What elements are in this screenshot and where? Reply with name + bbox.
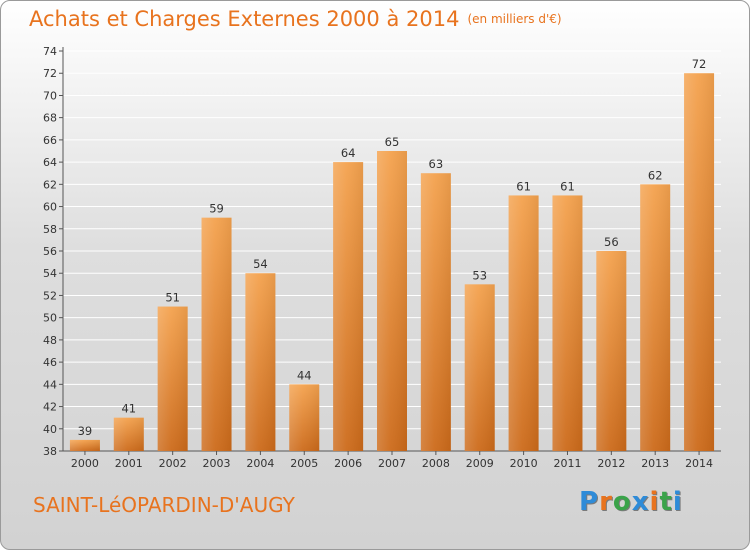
bar-shine (157, 306, 188, 451)
bar-shine (245, 273, 276, 451)
data-label: 62 (648, 168, 663, 182)
proxiti-logo[interactable]: Proxiti (579, 487, 683, 517)
commune-name: SAINT-LéOPARDIN-D'AUGY (33, 493, 295, 517)
x-tick-label: 2008 (422, 457, 450, 470)
data-label: 56 (604, 235, 619, 249)
logo-letter: P (579, 487, 600, 517)
chart-unit: (en milliers d'€) (467, 12, 562, 26)
bar-shine (201, 217, 232, 451)
y-tick-label: 50 (43, 312, 57, 325)
y-tick-label: 46 (43, 356, 57, 369)
x-tick-label: 2014 (685, 457, 713, 470)
data-label: 61 (516, 179, 531, 193)
bar-shine (289, 384, 320, 451)
x-tick-label: 2002 (159, 457, 187, 470)
y-tick-label: 44 (43, 378, 57, 391)
x-tick-label: 2009 (466, 457, 494, 470)
y-tick-label: 74 (43, 45, 57, 58)
bar-shine (464, 284, 495, 451)
logo-letter: i (649, 487, 660, 517)
y-tick-label: 66 (43, 134, 57, 147)
data-label: 59 (209, 202, 224, 216)
x-tick-label: 2000 (71, 457, 99, 470)
data-label: 51 (165, 291, 180, 305)
bar-shine (333, 162, 364, 451)
logo-letter: i (672, 487, 683, 517)
bar-shine (640, 184, 671, 452)
data-label: 61 (560, 179, 575, 193)
logo-letter: o (612, 487, 632, 517)
logo-letter: x (631, 487, 650, 517)
y-tick-label: 72 (43, 67, 57, 80)
y-tick-label: 52 (43, 289, 57, 302)
y-tick-label: 40 (43, 423, 57, 436)
x-tick-label: 2010 (510, 457, 538, 470)
data-label: 72 (692, 57, 707, 71)
x-tick-label: 2003 (203, 457, 231, 470)
y-tick-label: 60 (43, 201, 57, 214)
logo-letter: r (599, 487, 613, 517)
data-label: 44 (297, 368, 312, 382)
y-tick-label: 64 (43, 156, 57, 169)
bar-shine (552, 195, 583, 451)
x-tick-label: 2013 (641, 457, 669, 470)
data-label: 54 (253, 257, 268, 271)
x-tick-label: 2012 (597, 457, 625, 470)
data-label: 63 (429, 157, 444, 171)
y-tick-label: 54 (43, 267, 57, 280)
data-label: 39 (78, 424, 93, 438)
y-tick-label: 62 (43, 178, 57, 191)
bar-shine (420, 173, 451, 451)
bar-shine (508, 195, 539, 451)
y-tick-label: 58 (43, 223, 57, 236)
y-tick-label: 42 (43, 401, 57, 414)
bar-shine (377, 151, 407, 451)
data-label: 65 (385, 135, 400, 149)
y-tick-label: 70 (43, 89, 57, 102)
data-label: 41 (121, 402, 136, 416)
y-tick-label: 48 (43, 334, 57, 347)
x-tick-label: 2007 (378, 457, 406, 470)
x-tick-label: 2006 (334, 457, 362, 470)
x-tick-label: 2011 (553, 457, 581, 470)
y-tick-label: 38 (43, 445, 57, 458)
x-tick-label: 2004 (246, 457, 274, 470)
data-label: 53 (472, 268, 487, 282)
logo-letter: t (659, 487, 673, 517)
bar-shine (69, 439, 100, 451)
bar-shine (113, 417, 144, 451)
x-tick-label: 2005 (290, 457, 318, 470)
chart-title: Achats et Charges Externes 2000 à 2014 (e… (29, 7, 562, 31)
bar-shine (684, 73, 715, 451)
y-tick-label: 68 (43, 112, 57, 125)
y-tick-label: 56 (43, 245, 57, 258)
x-tick-label: 2001 (115, 457, 143, 470)
bar-shine (596, 251, 627, 451)
data-label: 64 (341, 146, 356, 160)
